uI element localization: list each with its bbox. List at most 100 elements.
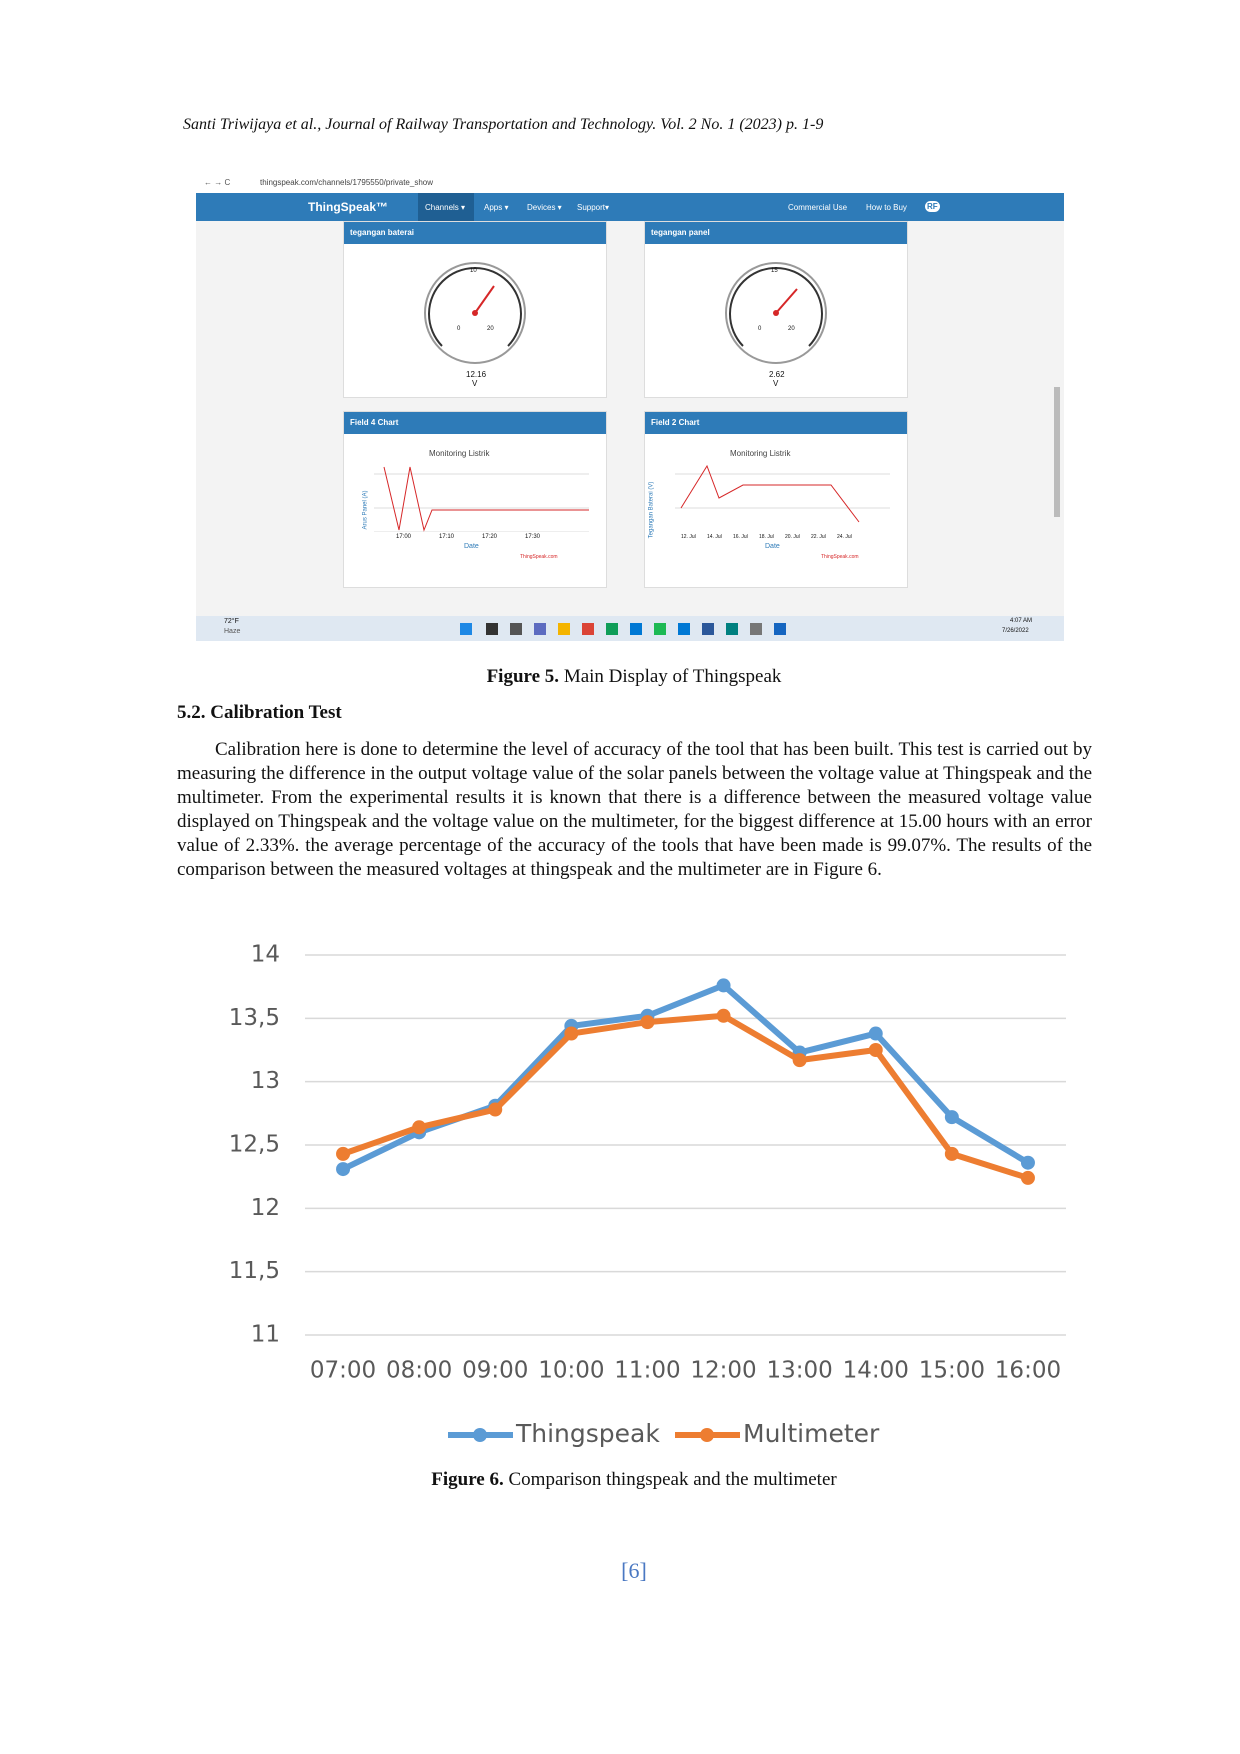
widget-title: tegangan panel [645, 222, 907, 244]
mini-x-tick: 18. Jul [759, 534, 774, 540]
page-number: [6] [621, 1558, 647, 1583]
brand: ThingSpeak™ [308, 200, 389, 214]
data-point [336, 1146, 351, 1161]
mini-x-tick: 17:20 [482, 534, 498, 540]
gauge-value: 2.62 [769, 370, 785, 379]
data-point [488, 1102, 503, 1117]
data-point [792, 1053, 807, 1068]
gauge-unit: V [773, 379, 779, 388]
nav-item[interactable]: Devices ▾ [527, 203, 562, 212]
navbar [196, 193, 1064, 221]
caption-label: Figure 6. [431, 1469, 504, 1490]
nav-item[interactable]: Commercial Use [788, 203, 848, 212]
data-point [336, 1162, 351, 1177]
x-tick-label: 11:00 [614, 1358, 680, 1384]
widget-title: Field 2 Chart [645, 412, 907, 434]
legend-marker [473, 1428, 487, 1442]
clock-date: 7/26/2022 [1002, 628, 1029, 634]
mini-chart-title: Monitoring Listrik [730, 449, 791, 458]
data-point [868, 1043, 883, 1057]
x-tick-label: 16:00 [995, 1358, 1061, 1384]
x-tick-label: 13:00 [767, 1358, 833, 1384]
y-tick-label: 12 [251, 1195, 280, 1221]
mini-plot [675, 464, 890, 523]
url: thingspeak.com/channels/1795550/private_… [260, 178, 434, 187]
nav-item[interactable]: Channels ▾ [425, 203, 466, 212]
y-tick-label: 12,5 [229, 1132, 280, 1158]
mini-x-tick: 17:30 [525, 534, 541, 540]
mini-x-label: Date [765, 543, 780, 550]
x-tick-label: 07:00 [310, 1358, 376, 1384]
nav-item[interactable]: How to Buy [866, 203, 907, 212]
gauge-value: 12.16 [466, 370, 487, 379]
caption-text: Comparison thingspeak and the multimeter [508, 1469, 837, 1490]
y-tick-label: 14 [251, 942, 280, 968]
mini-x-tick: 14. Jul [707, 534, 722, 540]
figure-caption: Figure 6. Comparison thingspeak and the … [0, 1469, 1240, 1491]
y-tick-label: 11,5 [229, 1258, 280, 1284]
credit: ThingSpeak.com [520, 554, 558, 560]
data-point [716, 1008, 731, 1023]
figure-caption: Figure 5. Main Display of Thingspeak [0, 666, 1240, 688]
data-point [716, 978, 731, 993]
y-tick-label: 13 [251, 1068, 280, 1094]
scrollbar[interactable] [1054, 387, 1060, 517]
widget-title: Field 4 Chart [344, 412, 606, 434]
screenshot: ← → C thingspeak.com/channels/1795550/pr… [196, 172, 1064, 641]
paragraph: Calibration here is done to determine th… [177, 739, 1092, 880]
gauge-tick: 10 [470, 268, 477, 274]
mini-chart-title: Monitoring Listrik [429, 449, 490, 458]
gauge-widget: tegangan baterai 10 0 20 12.16 V [343, 221, 607, 398]
series-line [341, 982, 1030, 1172]
mini-x-tick: 17:10 [439, 534, 455, 540]
nav-item[interactable]: Support▾ [577, 203, 610, 212]
caption-label: Figure 5. [486, 666, 560, 687]
nav-item[interactable]: Apps ▾ [484, 203, 509, 212]
legend-marker [700, 1428, 714, 1442]
data-point [412, 1120, 427, 1135]
series-line [342, 1012, 1029, 1181]
mini-y-label: Tegangan Baterai (V) [648, 481, 655, 539]
taskbar-icons[interactable] [458, 620, 798, 638]
credit: ThingSpeak.com [821, 554, 859, 560]
chart-widget: Field 2 Chart Monitoring Listrik Teganga… [644, 411, 908, 588]
legend-label: Thingspeak [515, 1419, 660, 1448]
chart-widget: Field 4 Chart Monitoring Listrik Arus Pa… [343, 411, 607, 588]
mini-x-tick: 17:00 [396, 534, 412, 540]
mini-y-label: Arus Panel (A) [362, 490, 369, 530]
y-tick-label: 13,5 [229, 1005, 280, 1031]
section-heading: 5.2. Calibration Test [177, 702, 342, 723]
x-tick-label: 08:00 [386, 1358, 452, 1384]
weather-text: Haze [224, 628, 241, 635]
mini-x-label: Date [464, 543, 479, 550]
gauge [424, 262, 526, 364]
x-tick-label: 12:00 [690, 1358, 756, 1384]
data-point [1020, 1170, 1035, 1185]
gauge-tick: 15 [771, 268, 778, 274]
data-point [944, 1110, 959, 1125]
data-point [1020, 1155, 1035, 1170]
gauge-tick: 20 [487, 326, 494, 332]
x-tick-label: 10:00 [538, 1358, 604, 1384]
mini-x-tick: 24. Jul [837, 534, 852, 540]
running-head: Santi Triwijaya et al., Journal of Railw… [183, 116, 824, 133]
avatar[interactable]: RF [925, 201, 940, 212]
clock-time: 4:07 AM [1010, 618, 1033, 624]
gauge-widget: tegangan panel 15 0 20 2.62 V [644, 221, 908, 398]
gauge-tick: 0 [457, 326, 461, 332]
mini-x-tick: 12. Jul [681, 534, 696, 540]
chart: 11 11,5 12 12,5 13 13,5 14 07:00 08:00 09:00 10:00… [229, 942, 1066, 1448]
data-point [640, 1015, 655, 1030]
x-tick-label: 09:00 [462, 1358, 528, 1384]
mini-x-tick: 20. Jul [785, 534, 800, 540]
weather-temp: 72°F [224, 618, 239, 625]
y-tick-label: 11 [251, 1322, 280, 1348]
caption-text: Main Display of Thingspeak [563, 666, 782, 687]
data-point [868, 1026, 883, 1041]
data-point [944, 1146, 959, 1161]
mini-x-tick: 16. Jul [733, 534, 748, 540]
x-tick-label: 14:00 [843, 1358, 909, 1384]
gauge-tick: 0 [758, 326, 762, 332]
mini-x-tick: 22. Jul [811, 534, 826, 540]
